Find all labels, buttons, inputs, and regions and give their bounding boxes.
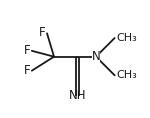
Text: CH₃: CH₃: [116, 33, 137, 43]
Text: NH: NH: [69, 89, 86, 102]
Text: N: N: [92, 50, 100, 63]
Text: F: F: [24, 44, 30, 57]
Text: F: F: [24, 64, 30, 77]
Text: CH₃: CH₃: [116, 70, 137, 80]
Text: F: F: [39, 26, 45, 39]
